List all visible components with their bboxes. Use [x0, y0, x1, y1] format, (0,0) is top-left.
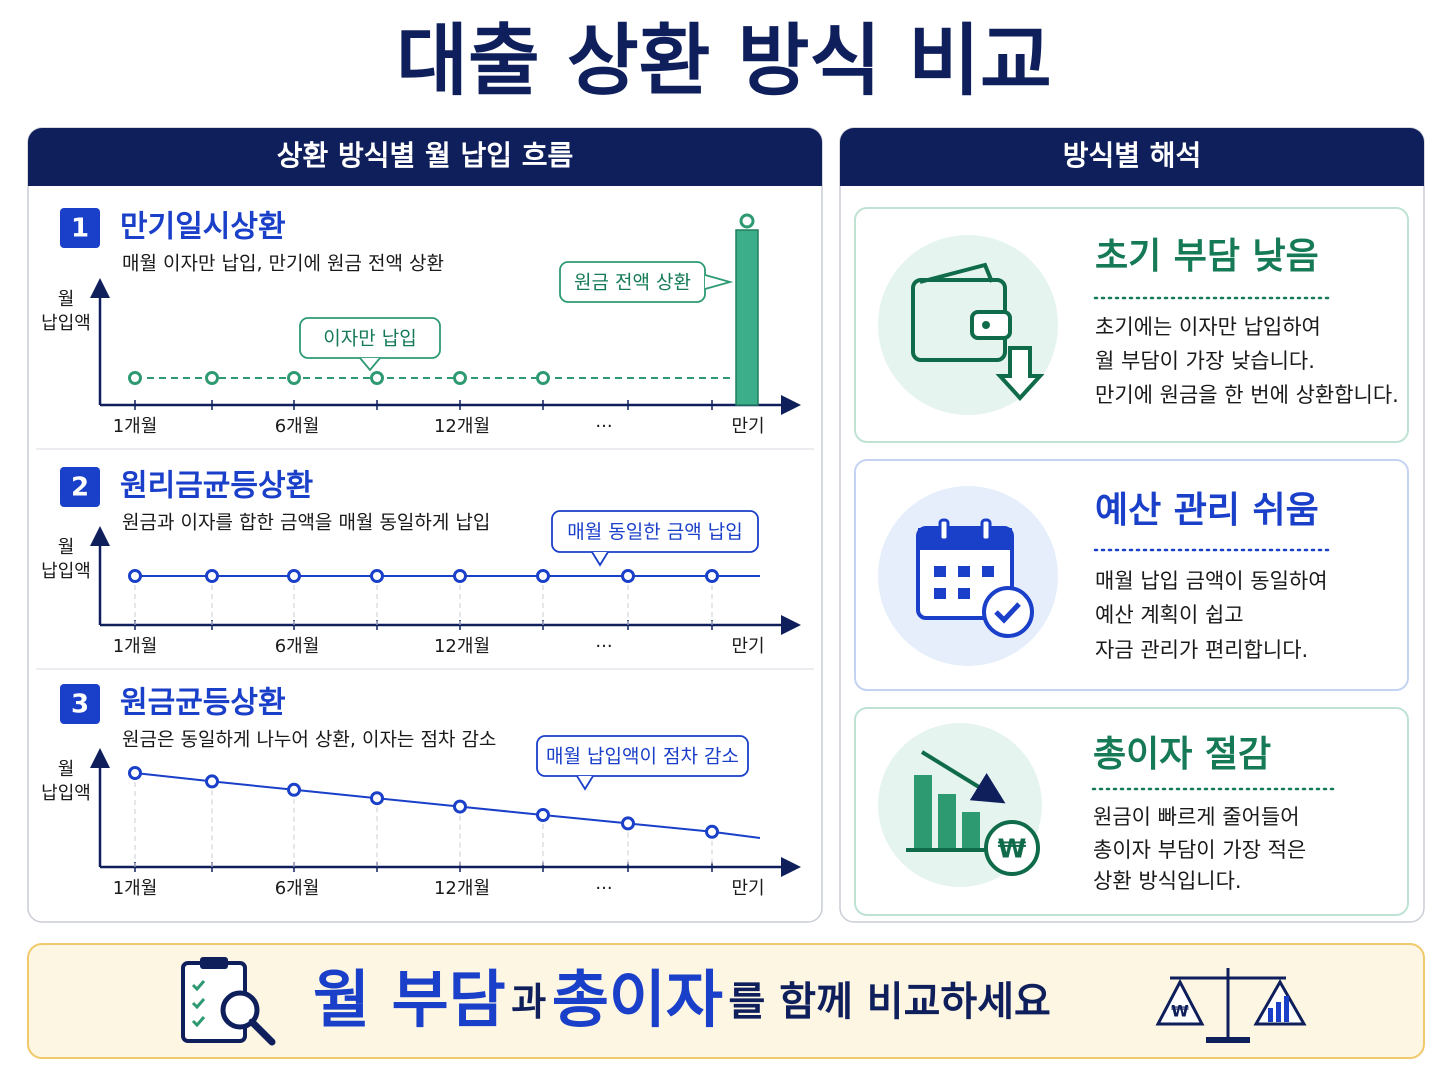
left-header: 상환 방식별 월 납입 흐름: [277, 139, 574, 172]
won-symbol: ₩: [998, 835, 1027, 865]
flow-point: [705, 569, 719, 583]
flow-point: [128, 371, 142, 385]
callout-text: 이자만 납입: [323, 328, 416, 350]
flow-point: [536, 808, 550, 822]
card-text: 초기에는 이자만 납입하여: [1095, 315, 1321, 339]
y-axis-label: 월: [58, 537, 75, 558]
flow-point: [205, 774, 219, 789]
x-axis-label: 만기: [731, 878, 764, 899]
x-axis-label: 12개월: [434, 636, 490, 657]
method-description: 원금과 이자를 합한 금액을 매월 동일하게 납입: [122, 512, 490, 534]
number-badge: [60, 208, 100, 248]
card-title: 총이자 절감: [1093, 734, 1271, 775]
card-text: 상환 방식입니다.: [1093, 869, 1242, 893]
card-text: 만기에 원금을 한 번에 상환합니다.: [1095, 383, 1399, 407]
page-title: 대출 상환 방식 비교: [396, 16, 1052, 106]
method-number: 3: [71, 690, 89, 720]
callout-pointer: [359, 357, 381, 372]
footer-emphasis: 월 부담: [313, 963, 506, 1036]
callout-box: [536, 735, 749, 777]
card-title: 예산 관리 쉬움: [1095, 490, 1319, 531]
x-axis-label: 6개월: [275, 636, 320, 657]
calendar-icon: [878, 486, 1058, 666]
flow-point: [205, 371, 219, 385]
y-axis-label: 월: [58, 289, 75, 310]
wallet-icon: [878, 235, 1058, 415]
y-axis-label: 월: [58, 759, 75, 780]
card-text: 총이자 부담이 가장 적은: [1093, 838, 1306, 862]
flow-point: [370, 791, 384, 806]
clipboard-icon: [181, 957, 276, 1046]
left-header-bar: [28, 128, 822, 186]
x-axis-label: 1개월: [113, 636, 158, 657]
x-axis-label: ···: [595, 878, 612, 899]
footer-text: 를 함께 비교하세요: [729, 979, 1051, 1025]
flow-point: [453, 371, 467, 385]
flow-point: [621, 816, 635, 831]
number-badge: [60, 684, 100, 724]
x-axis-label: 12개월: [434, 878, 490, 899]
method-name: 원리금균등상환: [120, 469, 313, 504]
card-text: 자금 관리가 편리합니다.: [1095, 638, 1308, 662]
x-axis-label: 만기: [731, 636, 764, 657]
method-name: 원금균등상환: [120, 686, 286, 721]
callout-text: 원금 전액 상환: [574, 272, 691, 294]
number-badge: [60, 467, 100, 507]
won-symbol: ₩: [1171, 1002, 1189, 1021]
flow-point: [370, 371, 384, 385]
scale-icon: [1155, 968, 1307, 1043]
x-axis-label: 12개월: [434, 416, 490, 437]
flow-point: [453, 799, 467, 814]
flow-point: [287, 782, 301, 797]
callout-text: 매월 납입액이 점차 감소: [546, 746, 739, 768]
method-number: 2: [71, 473, 89, 503]
footer-emphasis: 총이자: [552, 963, 723, 1036]
x-axis-label: ···: [595, 416, 612, 437]
flow-point: [453, 569, 467, 583]
method-description: 원금은 동일하게 나누어 상환, 이자는 점차 감소: [122, 729, 496, 751]
flow-point: [536, 371, 550, 385]
card-text: 원금이 빠르게 줄어들어: [1093, 805, 1300, 829]
flow-point: [705, 824, 719, 839]
method-name: 만기일시상환: [120, 210, 286, 245]
card-text: 월 부담이 가장 낮습니다.: [1095, 349, 1315, 373]
callout-text: 매월 동일한 금액 납입: [567, 521, 742, 543]
callout-pointer: [591, 551, 609, 567]
x-axis-label: 1개월: [113, 416, 158, 437]
method-description: 매월 이자만 납입, 만기에 원금 전액 상환: [122, 253, 444, 275]
y-axis-label: 납입액: [41, 313, 91, 334]
right-header-bar: [840, 128, 1424, 186]
method-number: 1: [71, 214, 89, 244]
x-axis-label: 6개월: [275, 416, 320, 437]
x-axis-label: 1개월: [113, 878, 158, 899]
card-title: 초기 부담 낮음: [1095, 236, 1319, 277]
flow-point: [287, 569, 301, 583]
y-axis-label: 납입액: [41, 783, 91, 804]
maturity-bar: [735, 229, 759, 406]
x-axis-label: 6개월: [275, 878, 320, 899]
card-text: 매월 납입 금액이 동일하여: [1095, 569, 1328, 593]
callout-pointer: [576, 775, 594, 791]
callout-box: [551, 510, 759, 553]
right-header: 방식별 해석: [1063, 139, 1202, 172]
flow-point: [621, 569, 635, 583]
x-axis-label: 만기: [731, 416, 764, 437]
y-axis-label: 납입액: [41, 561, 91, 582]
flow-point: [536, 569, 550, 583]
flow-point: [739, 213, 755, 229]
declining-bars-icon: [878, 723, 1042, 887]
x-axis-label: ···: [595, 636, 612, 657]
flow-point: [128, 569, 142, 583]
flow-point: [128, 766, 142, 780]
footer-text: 과: [511, 980, 546, 1024]
flow-point: [370, 569, 384, 583]
card-text: 예산 계획이 쉽고: [1095, 603, 1244, 627]
footer-box: [27, 943, 1425, 1059]
callout-pointer: [704, 274, 734, 290]
flow-point: [287, 371, 301, 385]
footer-message: 월 부담 과 총이자 를 함께 비교하세요: [313, 963, 1051, 1036]
flow-point: [205, 569, 219, 583]
